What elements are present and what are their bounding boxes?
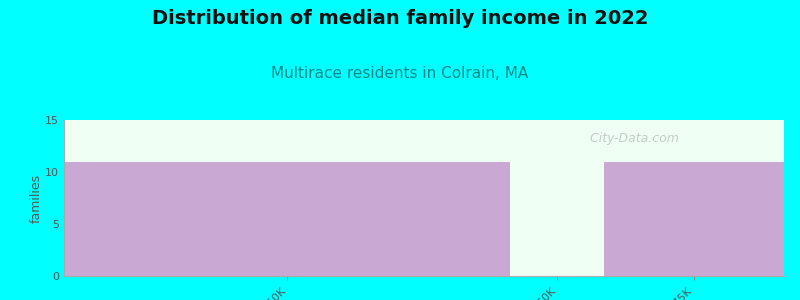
Y-axis label: families: families [30,173,42,223]
Bar [64,162,510,276]
Text: City-Data.com: City-Data.com [582,133,679,146]
Text: Multirace residents in Colrain, MA: Multirace residents in Colrain, MA [271,66,529,81]
Text: Distribution of median family income in 2022: Distribution of median family income in … [152,9,648,28]
Bar [604,162,784,276]
